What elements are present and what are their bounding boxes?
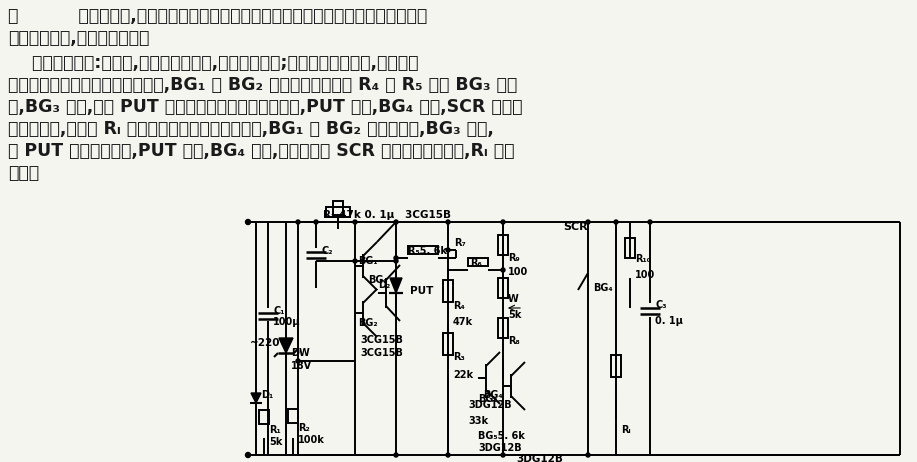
Text: 3DG12B: 3DG12B (468, 400, 512, 410)
Text: D₂: D₂ (378, 280, 391, 290)
Text: R₆: R₆ (470, 258, 481, 268)
Text: 被触发导通。当电源电压不为零时,BG₁ 或 BG₂ 有电流通过并通过 R₄ 和 R₅ 加至 BG₃ 的基: 被触发导通。当电源电压不为零时,BG₁ 或 BG₂ 有电流通过并通过 R₄ 和 … (8, 76, 517, 94)
Circle shape (501, 220, 505, 224)
Text: 22k: 22k (453, 370, 473, 380)
Text: R₉: R₉ (508, 253, 520, 263)
Text: 5k: 5k (269, 437, 282, 447)
Text: BG₄: BG₄ (483, 390, 503, 400)
Circle shape (394, 453, 398, 457)
Text: 3DG12B: 3DG12B (478, 443, 522, 453)
Circle shape (614, 220, 618, 224)
Text: R₅5. 6k: R₅5. 6k (408, 246, 447, 256)
Circle shape (446, 453, 450, 457)
Circle shape (246, 219, 250, 225)
Text: R₇: R₇ (454, 238, 466, 248)
Circle shape (586, 220, 590, 224)
Polygon shape (251, 393, 261, 403)
Text: 33k: 33k (468, 416, 488, 426)
Bar (259, 410, 269, 424)
Text: R₃: R₃ (453, 352, 465, 362)
Circle shape (446, 220, 450, 224)
Text: 扰和颤动噪音,改善负载波形。: 扰和颤动噪音,改善负载波形。 (8, 29, 149, 47)
Bar (498, 235, 508, 255)
Text: 使 PUT 阳极电位升高,PUT 导通,BG₄ 导通,双向可控硅 SCR 有触发电流而导通,Rₗ 有电: 使 PUT 阳极电位升高,PUT 导通,BG₄ 导通,双向可控硅 SCR 有触发… (8, 142, 514, 160)
Text: W: W (508, 294, 519, 304)
Text: 图          所示的电路,采用过零电压来控制加热装置。这种控制方式能大大减少射频干: 图 所示的电路,采用过零电压来控制加热装置。这种控制方式能大大减少射频干 (8, 7, 427, 25)
Bar (443, 280, 453, 302)
Text: D₁: D₁ (261, 390, 273, 400)
Bar (408, 246, 438, 254)
Circle shape (353, 259, 357, 263)
Circle shape (586, 453, 590, 457)
Circle shape (394, 220, 398, 224)
Text: 升温。: 升温。 (8, 164, 39, 182)
Text: 3CG15B: 3CG15B (360, 348, 403, 358)
Text: R₈: R₈ (508, 336, 520, 346)
Bar (443, 333, 453, 355)
Text: 100μ: 100μ (273, 317, 301, 327)
Circle shape (353, 220, 357, 224)
Text: R₂ 47k 0. 1μ   3CG15B: R₂ 47k 0. 1μ 3CG15B (323, 210, 451, 220)
Text: C₂: C₂ (321, 246, 333, 256)
Text: BG₅: BG₅ (479, 394, 498, 404)
Text: 100: 100 (635, 270, 656, 280)
Bar (326, 207, 350, 217)
Text: 18V: 18V (291, 361, 312, 371)
Circle shape (296, 359, 300, 363)
Text: R₂: R₂ (298, 423, 310, 433)
Circle shape (394, 259, 398, 263)
Text: 100: 100 (508, 267, 528, 277)
Text: C₃: C₃ (655, 300, 667, 310)
Bar (333, 201, 343, 215)
Text: R₄: R₄ (453, 301, 465, 311)
Text: BG₃: BG₃ (369, 275, 388, 285)
Text: 电流而关断,加热器 Rₗ 无电降温。当电源电压过零时,BG₁ 和 BG₂ 无电流通过,BG₃ 截止,: 电流而关断,加热器 Rₗ 无电降温。当电源电压过零时,BG₁ 和 BG₂ 无电流… (8, 120, 494, 138)
Circle shape (246, 452, 250, 457)
Circle shape (501, 268, 505, 272)
Text: C₁: C₁ (273, 306, 284, 316)
Bar (498, 318, 508, 338)
Text: Rₗ: Rₗ (621, 425, 631, 435)
Text: R₁₀: R₁₀ (635, 254, 651, 264)
Text: BG₁: BG₁ (358, 256, 378, 266)
Text: BG₂: BG₂ (358, 318, 378, 328)
Circle shape (446, 248, 450, 252)
Text: PUT: PUT (410, 286, 434, 296)
Text: 47k: 47k (453, 317, 473, 327)
Text: 5k: 5k (508, 310, 522, 320)
Text: R₁: R₁ (269, 425, 281, 435)
Polygon shape (279, 338, 293, 353)
Text: ~220V: ~220V (250, 338, 289, 348)
Bar (468, 258, 488, 266)
Text: DW: DW (291, 348, 310, 358)
Text: 0. 1μ: 0. 1μ (655, 316, 683, 326)
Text: 极,BG₃ 导通,这使 PUT 阳极电位下降至低于门限电位,PUT 截止,BG₄ 截止,SCR 无触发: 极,BG₃ 导通,这使 PUT 阳极电位下降至低于门限电位,PUT 截止,BG₄… (8, 98, 523, 116)
Text: 100k: 100k (298, 435, 325, 445)
Circle shape (296, 220, 300, 224)
Circle shape (314, 220, 318, 224)
Text: 零压控制原理:简单说,电源电压不过零,可控硅不导通;只有当电压过零时,可控硅才: 零压控制原理:简单说,电源电压不过零,可控硅不导通;只有当电压过零时,可控硅才 (8, 54, 418, 72)
Text: BG₅5. 6k: BG₅5. 6k (478, 431, 525, 441)
Text: SCR: SCR (563, 222, 588, 232)
Text: 3CG15B: 3CG15B (360, 335, 403, 345)
Circle shape (648, 220, 652, 224)
Bar (611, 355, 621, 377)
Bar (625, 238, 635, 258)
Circle shape (394, 256, 398, 260)
Circle shape (501, 453, 505, 457)
Bar (288, 409, 298, 423)
Polygon shape (390, 278, 402, 293)
Text: BG₄: BG₄ (593, 283, 613, 293)
Text: 3DG12B: 3DG12B (516, 454, 563, 462)
Bar (498, 278, 508, 298)
